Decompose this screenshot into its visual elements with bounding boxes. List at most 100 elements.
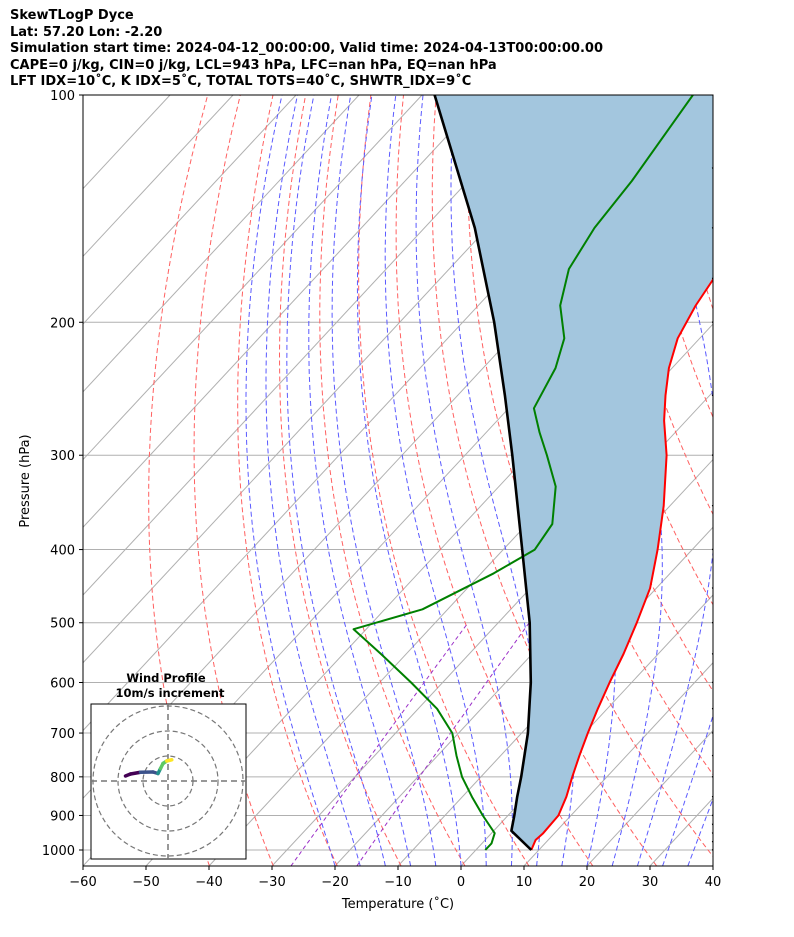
moist-adiabat-line [308, 95, 412, 866]
isotherm-line [712, 865, 713, 866]
chart-title: SkewTLogP Dyce [10, 8, 134, 23]
isotherm-line [145, 255, 713, 866]
wind-barb [711, 832, 713, 834]
moist-adiabat-line [331, 95, 437, 866]
cape-shading [434, 95, 713, 850]
indices-line-2: LFT IDX=10˚C, K IDX=5˚C, TOTAL TOTS=40˚C… [10, 74, 472, 89]
wind-profile-inset [90, 703, 247, 860]
indices-line-1: CAPE=0 j/kg, CIN=0 j/kg, LCL=943 hPa, LF… [10, 57, 497, 73]
hodograph-ring [117, 730, 219, 832]
wind-barb [711, 840, 713, 843]
y-tick-label: 500 [50, 617, 75, 632]
wind-barb [712, 95, 713, 96]
moist-adiabat-line [384, 95, 487, 866]
y-tick-label: 200 [50, 316, 75, 331]
x-tick-label: 10 [516, 875, 533, 890]
inset-subtitle: 10m/s increment [116, 686, 225, 700]
isotherm-line [83, 95, 423, 461]
y-tick-label: 100 [50, 89, 75, 104]
hodograph-segment [165, 758, 174, 763]
axis-ticks: −60 −50 −40 −30 −20 −10 0 10 20 30 40 1000 900 800 700… [42, 89, 721, 890]
isotherm-line [83, 95, 486, 529]
wind-barb [711, 621, 713, 624]
moist-adiabat-line [265, 95, 361, 866]
wind-barb [711, 548, 713, 551]
x-tick-label: 30 [642, 875, 659, 890]
wind-barb [711, 707, 713, 710]
isotherm-line [83, 95, 360, 393]
moist-adiabat-line [450, 95, 543, 866]
y-tick-label: 700 [50, 727, 75, 742]
wind-barb [711, 454, 713, 456]
wind-barb [711, 823, 713, 826]
dewpoint-line [352, 95, 694, 851]
mixing-ratio-line [356, 622, 530, 866]
wind-barb [711, 814, 713, 817]
x-tick-label: −50 [132, 875, 159, 890]
x-tick-label: −10 [384, 875, 411, 890]
dry-adiabat-line [631, 95, 713, 419]
wind-barb [711, 394, 713, 397]
isotherm-line [397, 526, 713, 866]
wind-barb [711, 504, 713, 507]
x-tick-label: 0 [457, 875, 465, 890]
x-tick-label: −60 [69, 875, 96, 890]
dry-adiabat-line [730, 95, 794, 866]
location-line: Lat: 57.20 Lon: -2.20 [10, 24, 163, 40]
isotherm-line [83, 95, 234, 258]
dry-adiabat-line [193, 95, 274, 866]
x-tick-label: −20 [321, 875, 348, 890]
y-tick-label: 800 [50, 771, 75, 786]
cape-area [434, 95, 713, 850]
y-tick-label: 1000 [42, 844, 75, 859]
inset-title: Wind Profile [126, 671, 206, 685]
x-tick-label: −40 [195, 875, 222, 890]
isotherm-line [586, 729, 713, 866]
isotherm-line [776, 95, 794, 866]
x-tick-label: 40 [705, 875, 722, 890]
dry-adiabat-line [431, 95, 658, 866]
y-tick-label: 300 [50, 449, 75, 464]
dry-adiabat-line [500, 95, 713, 776]
moist-adiabat-line [245, 95, 336, 866]
moist-adiabat-line [687, 797, 713, 866]
profile-lines [352, 95, 713, 851]
mixing-ratio-line [290, 622, 469, 866]
y-tick-label: 400 [50, 544, 75, 559]
dry-adiabat-line [395, 95, 594, 866]
wind-barb [711, 732, 713, 734]
wind-barb [711, 795, 713, 798]
y-tick-label: 600 [50, 677, 75, 692]
isotherm-line [334, 458, 713, 866]
dry-adiabat-line [763, 95, 794, 866]
wind-barb [711, 775, 713, 778]
wind-barb [711, 754, 713, 757]
y-axis-label: Pressure (hPa) [18, 434, 33, 527]
dry-adiabat-line [237, 95, 338, 866]
wind-barb [711, 653, 713, 655]
wind-barbs [711, 95, 713, 851]
dry-adiabat-line [358, 95, 530, 866]
wind-barb [711, 849, 713, 851]
wind-barb [711, 321, 713, 323]
moist-adiabat-line [636, 95, 713, 866]
wind-barb [711, 681, 713, 684]
x-tick-label: −30 [258, 875, 285, 890]
moist-adiabat-line [356, 95, 462, 866]
isotherm-line [83, 95, 297, 325]
wind-barb [711, 227, 713, 229]
wind-barb [711, 587, 713, 589]
isotherm-line [83, 95, 549, 596]
dry-adiabat-line [319, 95, 466, 866]
y-tick-label: 900 [50, 809, 75, 824]
x-tick-label: 20 [579, 875, 596, 890]
chart-header: SkewTLogP Dyce Lat: 57.20 Lon: -2.20 Sim… [10, 8, 790, 91]
moist-adiabat-line [662, 714, 713, 866]
parcel-line [433, 95, 533, 851]
dry-adiabat-line [278, 95, 402, 866]
wind-barb [711, 277, 713, 280]
time-line: Simulation start time: 2024-04-12_00:00:… [10, 41, 603, 56]
wind-barb [711, 167, 713, 169]
temperature-line [530, 277, 713, 851]
